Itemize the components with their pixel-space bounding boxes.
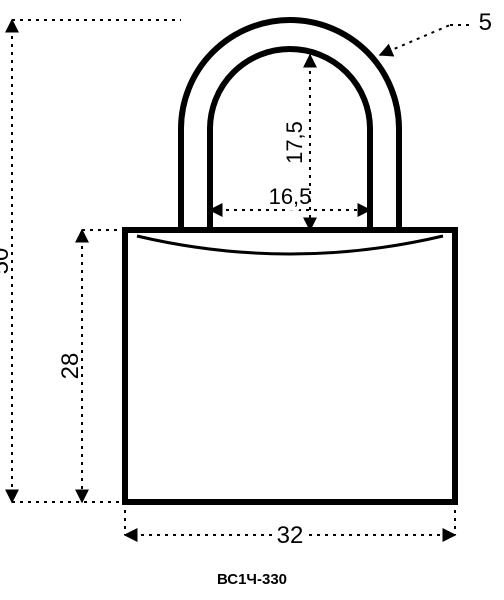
- dim-label-5: 5: [479, 9, 492, 36]
- dim-label-175: 17,5: [282, 121, 307, 164]
- dim-label-28: 28: [57, 353, 84, 380]
- diagram-svg: 50 28 32 16,5 17,5 5: [0, 0, 504, 560]
- dim-label-165: 16,5: [269, 184, 312, 209]
- dim-label-50: 50: [0, 248, 14, 275]
- dim-label-32: 32: [277, 522, 304, 549]
- dim-leader-5: [380, 25, 450, 55]
- model-label: ВС1Ч-330: [0, 571, 504, 588]
- padlock-diagram: 50 28 32 16,5 17,5 5 ВС1Ч-330: [0, 0, 504, 600]
- lock-body: [125, 230, 455, 502]
